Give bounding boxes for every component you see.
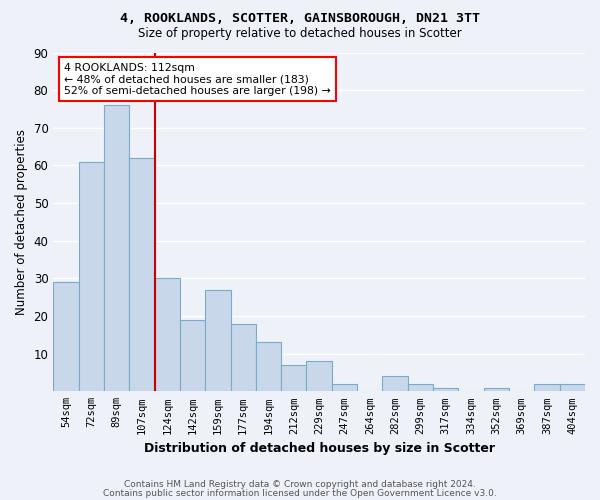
- Bar: [205, 290, 230, 392]
- Text: 4 ROOKLANDS: 112sqm
← 48% of detached houses are smaller (183)
52% of semi-detac: 4 ROOKLANDS: 112sqm ← 48% of detached ho…: [64, 62, 331, 96]
- Bar: [382, 376, 408, 392]
- Text: Size of property relative to detached houses in Scotter: Size of property relative to detached ho…: [138, 28, 462, 40]
- Text: Contains public sector information licensed under the Open Government Licence v3: Contains public sector information licen…: [103, 489, 497, 498]
- X-axis label: Distribution of detached houses by size in Scotter: Distribution of detached houses by size …: [143, 442, 494, 455]
- Bar: [332, 384, 357, 392]
- Bar: [104, 105, 129, 392]
- Bar: [535, 384, 560, 392]
- Text: Contains HM Land Registry data © Crown copyright and database right 2024.: Contains HM Land Registry data © Crown c…: [124, 480, 476, 489]
- Bar: [560, 384, 585, 392]
- Bar: [281, 365, 307, 392]
- Bar: [180, 320, 205, 392]
- Bar: [230, 324, 256, 392]
- Bar: [79, 162, 104, 392]
- Bar: [307, 361, 332, 392]
- Bar: [129, 158, 155, 392]
- Bar: [408, 384, 433, 392]
- Y-axis label: Number of detached properties: Number of detached properties: [15, 129, 28, 315]
- Bar: [155, 278, 180, 392]
- Bar: [484, 388, 509, 392]
- Bar: [53, 282, 79, 392]
- Bar: [256, 342, 281, 392]
- Bar: [433, 388, 458, 392]
- Text: 4, ROOKLANDS, SCOTTER, GAINSBOROUGH, DN21 3TT: 4, ROOKLANDS, SCOTTER, GAINSBOROUGH, DN2…: [120, 12, 480, 26]
